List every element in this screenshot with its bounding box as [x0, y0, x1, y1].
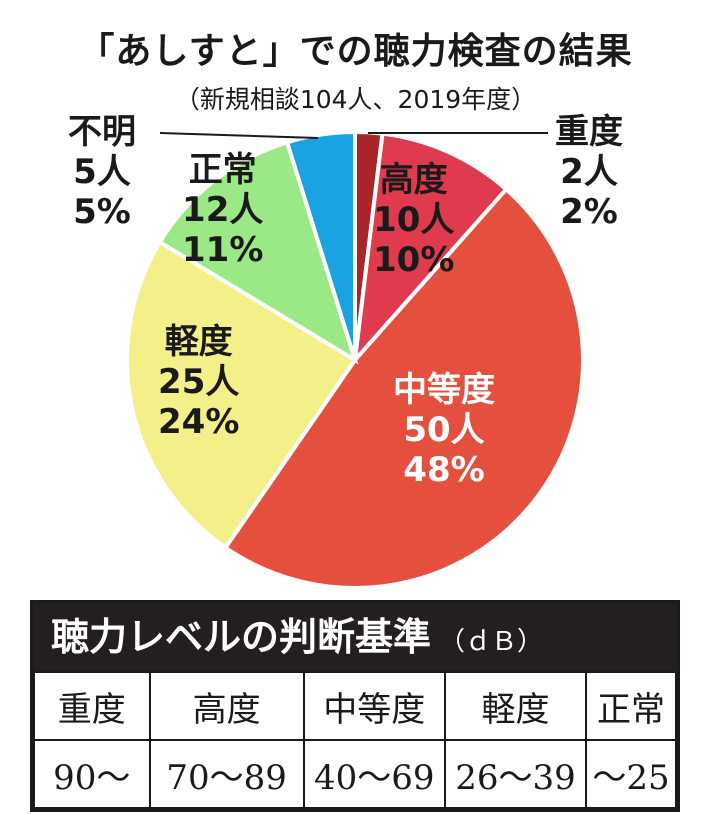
slice-percent: 24% — [158, 402, 240, 442]
slice-label-normal: 正常 12人 11% — [182, 150, 263, 270]
level-cell: 高度 — [148, 671, 305, 741]
slice-percent: 10% — [373, 240, 455, 280]
criteria-header: 聴力レベルの判断基準 （ｄＢ） — [33, 603, 677, 671]
pie-chart — [125, 129, 585, 590]
slice-count: 2人 — [560, 152, 618, 192]
slice-count: 10人 — [373, 200, 455, 240]
criteria-ranges-row: 90～ 70～89 40～69 26～39 ～25 — [33, 739, 677, 809]
slice-percent: 11% — [182, 230, 264, 270]
slice-name: 正常 — [188, 150, 257, 190]
criteria-title: 聴力レベルの判断基準 — [51, 615, 432, 659]
range-cell: 26～39 — [443, 739, 588, 809]
slice-label-severe: 重度 2人 2% — [555, 112, 623, 232]
criteria-levels-row: 重度 高度 中等度 軽度 正常 — [33, 671, 677, 741]
slice-name: 軽度 — [164, 322, 233, 362]
range-cell: 40～69 — [302, 739, 446, 809]
slice-label-mild: 軽度 25人 24% — [158, 322, 239, 442]
slice-name: 高度 — [379, 160, 448, 200]
chart-title: 「あしすと」での聴力検査の結果 — [78, 31, 633, 72]
slice-count: 25人 — [158, 362, 240, 402]
pie-slice-normal — [157, 139, 359, 365]
range-cell: 90～ — [33, 739, 151, 809]
slice-label-high: 高度 10人 10% — [373, 160, 454, 280]
slice-percent: 2% — [560, 192, 618, 232]
level-cell: 正常 — [585, 671, 677, 741]
slice-percent: 5% — [73, 192, 131, 232]
slice-percent: 48% — [403, 450, 485, 490]
pie-slice-mild — [125, 239, 358, 551]
criteria-unit: （ｄＢ） — [439, 627, 544, 657]
pie-slice-moderate — [222, 186, 585, 590]
level-cell: 重度 — [33, 671, 151, 741]
level-cell: 軽度 — [443, 671, 588, 741]
slice-name: 重度 — [555, 112, 623, 152]
slice-label-unknown: 不明 5人 5% — [68, 112, 136, 232]
slice-count: 12人 — [182, 190, 264, 230]
chart-subtitle: （新規相談104人、2019年度） — [174, 85, 537, 114]
range-cell: 70～89 — [148, 739, 305, 809]
pie-slice-unknown — [284, 129, 357, 361]
leader-line-unknown — [159, 132, 319, 139]
criteria-grid: 重度 高度 中等度 軽度 正常 90～ 70～89 40～69 26～39 ～2… — [33, 671, 677, 809]
slice-count: 5人 — [73, 152, 131, 192]
slice-label-moderate: 中等度 50人 48% — [393, 370, 495, 490]
slice-count: 50人 — [403, 410, 485, 450]
level-cell: 中等度 — [302, 671, 446, 741]
slice-name: 中等度 — [393, 370, 495, 410]
hearing-criteria-table: 聴力レベルの判断基準 （ｄＢ） 重度 高度 中等度 軽度 正常 90～ 70～89… — [30, 600, 680, 812]
range-cell: ～25 — [585, 739, 677, 809]
slice-name: 不明 — [68, 112, 136, 152]
pie-slice-high — [352, 131, 510, 367]
